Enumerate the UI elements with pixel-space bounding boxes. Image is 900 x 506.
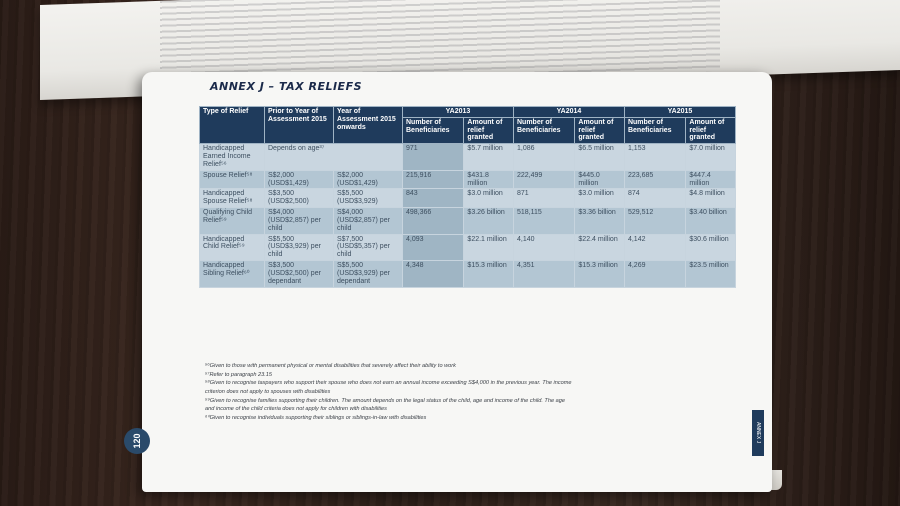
beneficiaries-2013: 4,093 — [401, 233, 465, 262]
beneficiaries-2014: 4,140 — [512, 233, 576, 262]
header-amount: Amount of relief granted — [574, 116, 625, 145]
amount-2015: $7.0 million — [685, 143, 736, 171]
footnotes: ⁵⁶Given to those with permanent physical… — [205, 362, 725, 423]
beneficiaries-2014: 4,351 — [512, 260, 576, 288]
header-beneficiaries: Number of Beneficiaries — [401, 116, 465, 145]
amount-2013: $3.0 million — [463, 188, 514, 209]
beneficiaries-2013: 843 — [401, 188, 465, 209]
beneficiaries-2014: 1,086 — [512, 143, 576, 171]
beneficiaries-2015: 223,685 — [623, 169, 687, 190]
relief-type: Qualifying Child Relief⁵⁹ — [199, 207, 265, 235]
page-number: 120 — [124, 428, 150, 454]
amount-2015: $3.40 billion — [685, 207, 736, 235]
prior-value: S$3,500 (USD$2,500) per dependant — [264, 260, 334, 288]
footnote: ⁵⁷Refer to paragraph 23.15 — [205, 371, 272, 378]
amount-2015: $447.4 million — [685, 169, 736, 190]
prior-value: S$2,000 (USD$1,429) — [264, 169, 334, 190]
onwards-value: S$4,000 (USD$2,857) per child — [333, 207, 403, 235]
footnote: ⁶⁰Given to recognise individuals support… — [205, 414, 427, 421]
beneficiaries-2015: 1,153 — [623, 143, 687, 171]
amount-2015: $30.6 million — [685, 233, 736, 262]
prior-value: Depends on age³⁷ — [264, 143, 403, 171]
amount-2014: $22.4 million — [574, 233, 625, 262]
amount-2015: $23.5 million — [685, 260, 736, 288]
footnote: ⁵⁶Given to those with permanent physical… — [205, 363, 456, 369]
annex-side-tab: ANNEX J — [752, 410, 764, 456]
header-ya2015: YA2015 — [623, 106, 737, 118]
beneficiaries-2014: 518,115 — [512, 207, 576, 235]
beneficiaries-2015: 4,269 — [623, 260, 687, 288]
beneficiaries-2013: 971 — [401, 143, 465, 171]
footnote: and income of the child criteria does no… — [205, 406, 387, 413]
amount-2014: $445.0 million — [574, 169, 625, 190]
beneficiaries-2013: 215,916 — [401, 169, 465, 190]
onwards-value: S$5,500 (USD$3,929) per dependant — [333, 260, 403, 288]
footnote: ⁵⁸Given to recognise taxpayers who suppo… — [205, 380, 572, 387]
beneficiaries-2015: 529,512 — [623, 207, 687, 235]
beneficiaries-2015: 874 — [623, 188, 687, 209]
header-type: Type of Relief — [199, 105, 265, 145]
amount-2015: $4.8 million — [685, 188, 736, 209]
prior-value: S$5,500 (USD$3,929) per child — [264, 233, 334, 262]
header-amount: Amount of relief granted — [685, 116, 736, 145]
table-row: Spouse Relief⁵⁸ S$2,000 (USD$1,429) S$2,… — [199, 169, 736, 190]
table-row: Handicapped Sibling Relief⁶⁰ S$3,500 (US… — [199, 260, 736, 288]
tax-reliefs-table: Type of Relief Prior to Year of Assessme… — [199, 105, 737, 288]
table-row: Handicapped Child Relief⁵⁹ S$5,500 (USD$… — [199, 233, 736, 262]
relief-type: Handicapped Child Relief⁵⁹ — [199, 233, 265, 262]
relief-type: Handicapped Earned Income Relief⁵⁶ — [199, 143, 265, 171]
annex-title: ANNEX J – TAX RELIEFS — [210, 80, 363, 93]
amount-2014: $6.5 million — [574, 143, 625, 171]
prior-value: S$4,000 (USD$2,857) per child — [264, 207, 334, 235]
beneficiaries-2014: 871 — [512, 188, 576, 209]
table-row: Handicapped Earned Income Relief⁵⁶ Depen… — [199, 143, 736, 171]
table-row: Handicapped Spouse Relief⁵⁸ S$3,500 (USD… — [199, 188, 736, 209]
amount-2014: $15.3 million — [574, 260, 625, 288]
header-beneficiaries: Number of Beneficiaries — [512, 116, 576, 145]
table-row: Qualifying Child Relief⁵⁹ S$4,000 (USD$2… — [199, 207, 736, 235]
relief-type: Handicapped Spouse Relief⁵⁸ — [199, 188, 265, 209]
relief-type: Spouse Relief⁵⁸ — [199, 169, 265, 190]
header-amount: Amount of relief granted — [463, 116, 514, 145]
header-beneficiaries: Number of Beneficiaries — [623, 116, 687, 145]
amount-2013: $15.3 million — [463, 260, 514, 288]
beneficiaries-2013: 4,348 — [401, 260, 465, 288]
prior-value: S$3,500 (USD$2,500) — [264, 188, 334, 209]
amount-2013: $3.26 billion — [463, 207, 514, 235]
beneficiaries-2014: 222,499 — [512, 169, 576, 190]
amount-2013: $431.8 million — [463, 169, 514, 190]
header-ya2013: YA2013 — [402, 106, 514, 118]
amount-2013: $5.7 million — [463, 143, 514, 171]
onwards-value: S$2,000 (USD$1,429) — [333, 169, 403, 190]
amount-2014: $3.36 billion — [574, 207, 625, 235]
onwards-value: S$5,500 (USD$3,929) — [333, 188, 403, 209]
header-prior: Prior to Year of Assessment 2015 — [264, 105, 334, 145]
relief-type: Handicapped Sibling Relief⁶⁰ — [199, 260, 265, 288]
footnote: ⁵⁹Given to recognise families supporting… — [205, 397, 565, 404]
beneficiaries-2013: 498,366 — [401, 207, 465, 235]
amount-2014: $3.0 million — [574, 188, 625, 209]
footnote: criterion does not apply to spouses with… — [205, 388, 331, 395]
header-ya2014: YA2014 — [512, 106, 625, 118]
header-onwards: Year of Assessment 2015 onwards — [333, 105, 403, 145]
beneficiaries-2015: 4,142 — [623, 233, 687, 262]
amount-2013: $22.1 million — [463, 233, 514, 262]
onwards-value: S$7,500 (USD$5,357) per child — [333, 233, 403, 262]
